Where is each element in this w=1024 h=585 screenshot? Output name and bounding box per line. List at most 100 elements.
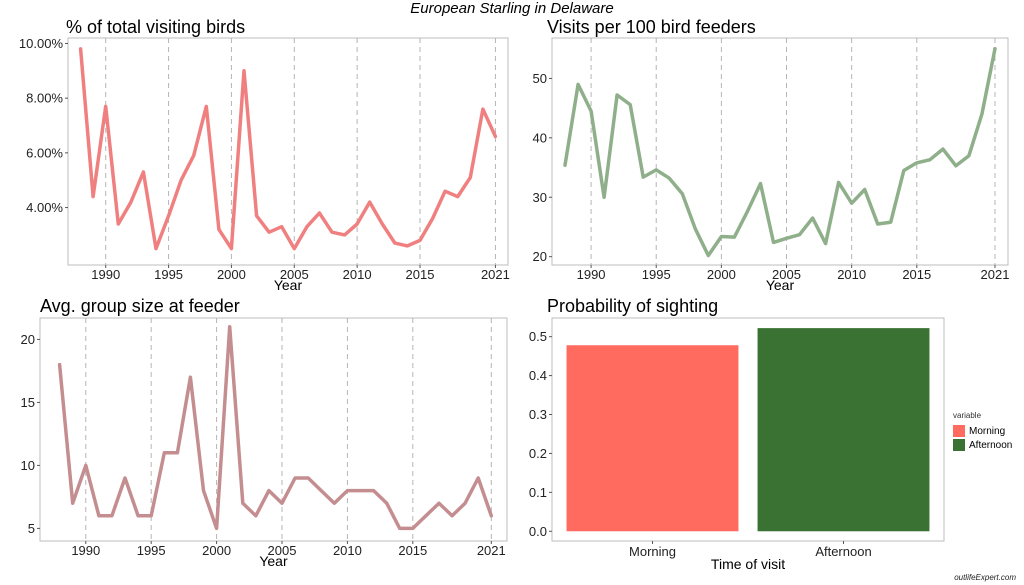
x-tick-label: 2005 (268, 543, 297, 558)
data-point (346, 489, 349, 492)
data-point (412, 527, 414, 530)
legend-label-morning: Morning (969, 425, 1006, 437)
x-tick-label: 2021 (477, 543, 506, 558)
series-line (57, 325, 494, 531)
y-tick-label: 50 (533, 71, 547, 86)
data-point (968, 154, 970, 157)
data-point (84, 464, 87, 467)
legend-item-afternoon: Afternoon (953, 438, 1012, 452)
plot-border (39, 317, 508, 542)
data-point (268, 489, 270, 492)
data-point (180, 179, 182, 182)
data-point (218, 228, 220, 231)
data-point (320, 489, 323, 492)
data-point (167, 214, 170, 217)
panel-title-group-size: Avg. group size at feeder (40, 296, 240, 316)
x-tick-label: 1990 (91, 267, 120, 282)
x-tick-label: 2010 (837, 267, 866, 282)
data-point (889, 221, 892, 224)
data-point (117, 223, 120, 225)
x-tick-label: 2015 (902, 267, 931, 282)
x-tick-label: 1995 (642, 267, 671, 282)
x-tick-label: 2005 (280, 267, 309, 282)
data-point (577, 83, 579, 86)
data-point (255, 515, 257, 517)
data-point (490, 515, 493, 517)
data-point (629, 103, 631, 106)
y-tick-label: 6.00% (26, 145, 63, 160)
y-tick-label: 8.00% (26, 91, 63, 106)
x-axis-title: Year (259, 553, 288, 569)
data-point (668, 177, 671, 180)
panel-title-percent-visiting: % of total visiting birds (66, 17, 246, 37)
data-point (981, 113, 983, 115)
data-point (785, 237, 788, 240)
page-title: European Starling in Delaware (410, 0, 614, 17)
x-axis-title: Year (766, 277, 795, 293)
data-point (942, 148, 944, 150)
data-point (192, 154, 195, 157)
y-tick-label: 0.3 (529, 407, 547, 422)
data-point (759, 182, 762, 185)
data-point (425, 515, 427, 517)
data-point (372, 489, 375, 492)
data-point (916, 161, 918, 164)
plot-border (551, 317, 945, 542)
y-tick-label: 10.00% (19, 36, 64, 51)
data-point (655, 169, 658, 171)
x-tick-label: 2005 (772, 267, 801, 282)
data-point (431, 217, 434, 220)
y-tick-label: 30 (533, 190, 547, 205)
x-tick-label: 2015 (406, 267, 435, 282)
data-point (255, 214, 258, 217)
data-point (824, 242, 827, 245)
x-tick-label: Morning (629, 544, 676, 559)
data-point (318, 212, 321, 214)
data-point (385, 502, 388, 505)
data-point (419, 239, 421, 242)
data-point (150, 515, 152, 517)
data-point (564, 164, 566, 166)
data-point (294, 477, 296, 479)
data-point (98, 515, 100, 517)
data-point (241, 502, 244, 505)
data-point (79, 48, 82, 50)
data-point (603, 196, 605, 199)
data-point (359, 489, 362, 492)
data-point (398, 527, 401, 530)
data-point (642, 176, 644, 178)
y-tick-label: 0.5 (529, 329, 547, 344)
data-point (494, 135, 497, 138)
data-point (343, 234, 346, 236)
data-point (590, 110, 592, 112)
data-point (863, 188, 866, 191)
y-tick-label: 0.4 (529, 368, 547, 383)
x-tick-label: 2021 (481, 267, 510, 282)
data-point (155, 247, 157, 250)
data-point (163, 452, 166, 454)
data-point (464, 502, 466, 505)
data-point (394, 242, 396, 244)
x-tick-label: 1990 (577, 267, 606, 282)
data-point (720, 235, 723, 238)
y-tick-label: 0.2 (529, 446, 547, 461)
data-point (850, 202, 853, 204)
y-tick-label: 20 (21, 332, 35, 347)
data-point (438, 502, 440, 505)
data-point (811, 217, 814, 219)
data-point (293, 247, 296, 250)
x-tick-label: 2021 (981, 267, 1010, 282)
data-point (955, 164, 957, 167)
data-point (142, 171, 145, 173)
legend-label-afternoon: Afternoon (969, 439, 1013, 451)
y-tick-label: 4.00% (26, 200, 63, 215)
data-point (243, 70, 245, 72)
data-point (746, 210, 749, 213)
site-credit: outlifeExpert.com (954, 573, 1016, 582)
data-point (929, 159, 931, 161)
panel-title-probability: Probability of sighting (547, 296, 719, 316)
data-point (280, 225, 283, 228)
data-point (268, 231, 270, 233)
